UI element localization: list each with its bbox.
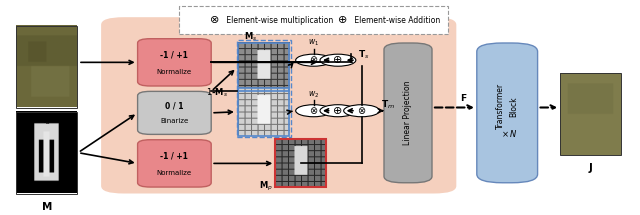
Text: Linear Projection: Linear Projection bbox=[403, 81, 413, 145]
Text: -1 / +1: -1 / +1 bbox=[161, 151, 188, 160]
Text: Element-wise Addition: Element-wise Addition bbox=[352, 16, 440, 25]
Text: Transformer
Block: Transformer Block bbox=[497, 83, 518, 129]
Bar bbox=[238, 43, 289, 91]
FancyBboxPatch shape bbox=[477, 43, 538, 183]
Bar bbox=[560, 73, 621, 155]
Text: $w_1$: $w_1$ bbox=[308, 38, 319, 48]
Text: $\mathbf{I}$$_s$: $\mathbf{I}$$_s$ bbox=[42, 114, 51, 127]
Circle shape bbox=[320, 54, 356, 66]
Text: Element-wise multiplication: Element-wise multiplication bbox=[224, 16, 333, 25]
Circle shape bbox=[296, 54, 332, 66]
Text: ⊗: ⊗ bbox=[310, 55, 317, 65]
Text: $w_2$: $w_2$ bbox=[308, 89, 319, 100]
Bar bbox=[237, 40, 291, 137]
Text: $\mathbf{M}_p$: $\mathbf{M}_p$ bbox=[259, 180, 273, 192]
FancyBboxPatch shape bbox=[138, 39, 211, 86]
FancyBboxPatch shape bbox=[138, 140, 211, 187]
Bar bbox=[16, 26, 77, 108]
Text: ⊗: ⊗ bbox=[210, 15, 219, 25]
Text: $\mathbf{F}$: $\mathbf{F}$ bbox=[460, 92, 468, 103]
Text: ⊗: ⊗ bbox=[358, 106, 365, 116]
Text: ⊕: ⊕ bbox=[333, 55, 342, 65]
Bar bbox=[275, 139, 326, 187]
Text: ⊗: ⊗ bbox=[310, 106, 317, 116]
Text: $\mathbf{J}$: $\mathbf{J}$ bbox=[588, 161, 593, 175]
Text: $\mathbf{T}_s$: $\mathbf{T}_s$ bbox=[358, 49, 370, 61]
Text: Binarize: Binarize bbox=[160, 118, 189, 124]
Text: Normalize: Normalize bbox=[157, 170, 192, 176]
Text: 0 / 1: 0 / 1 bbox=[165, 101, 184, 111]
FancyBboxPatch shape bbox=[138, 91, 211, 134]
Text: $\mathbf{M}$: $\mathbf{M}$ bbox=[41, 200, 52, 212]
Text: $\mathbf{T}_m$: $\mathbf{T}_m$ bbox=[381, 98, 395, 111]
Bar bbox=[238, 88, 289, 136]
Bar bbox=[16, 112, 77, 194]
FancyBboxPatch shape bbox=[384, 43, 432, 183]
Text: $\times\, N$: $\times\, N$ bbox=[500, 128, 517, 139]
Text: ⊕: ⊕ bbox=[338, 15, 347, 25]
Text: Normalize: Normalize bbox=[157, 69, 192, 75]
Circle shape bbox=[344, 105, 380, 117]
Text: -1 / +1: -1 / +1 bbox=[161, 50, 188, 59]
Bar bbox=[179, 6, 448, 34]
Text: ⊕: ⊕ bbox=[333, 106, 342, 116]
FancyBboxPatch shape bbox=[101, 17, 456, 194]
Text: $\mathbf{M}_s$: $\mathbf{M}_s$ bbox=[244, 30, 257, 43]
Circle shape bbox=[320, 105, 356, 117]
Circle shape bbox=[296, 105, 332, 117]
Text: $1$-$\mathbf{M}_s$: $1$-$\mathbf{M}_s$ bbox=[205, 86, 228, 99]
